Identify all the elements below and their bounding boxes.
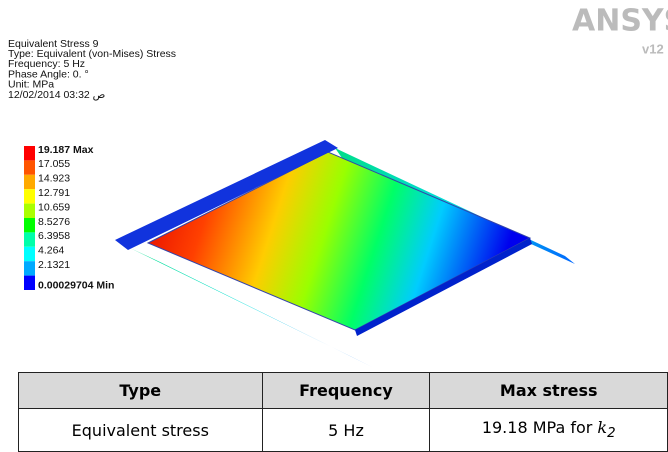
plate xyxy=(148,152,530,330)
legend-label: 0.00029704 Min xyxy=(38,279,114,291)
cell: 19.18 MPa for k2 xyxy=(430,409,668,452)
legend-label: 8.5276 xyxy=(38,216,70,228)
legend-swatch xyxy=(24,204,35,218)
legend-label: 2.1321 xyxy=(38,259,70,271)
screenshot: ANSYS v12 Equivalent Stress 9Type: Equiv… xyxy=(0,0,668,452)
legend-swatch xyxy=(24,189,35,203)
legend-label: 14.923 xyxy=(38,173,70,185)
legend-label: 17.055 xyxy=(38,158,70,170)
logo-brand: ANSYS xyxy=(572,4,668,39)
legend-label: 4.264 xyxy=(38,245,64,257)
info-line: 12/02/2014 03:32 ص xyxy=(8,89,106,101)
header-cell: Max stress xyxy=(430,373,668,409)
header-cell: Type xyxy=(19,373,263,409)
legend-swatch xyxy=(24,175,35,189)
legend-swatch xyxy=(24,160,35,174)
legend-label: 6.3958 xyxy=(38,230,70,242)
legend-swatch xyxy=(24,218,35,232)
legend-swatch xyxy=(24,276,35,290)
variable: k xyxy=(597,418,607,437)
legend-swatch xyxy=(24,146,35,160)
legend-label: 19.187 Max xyxy=(38,144,94,156)
logo-version: v12 xyxy=(642,41,664,56)
cell-text: 19.18 MPa for xyxy=(482,418,593,437)
cell: Equivalent stress xyxy=(19,409,263,452)
cell: 5 Hz xyxy=(262,409,430,452)
legend-swatch xyxy=(24,232,35,246)
legend-swatch xyxy=(24,247,35,261)
header-cell: Frequency xyxy=(262,373,430,409)
legend-swatch xyxy=(24,261,35,275)
legend-label: 10.659 xyxy=(38,201,70,213)
subscript: 2 xyxy=(607,427,615,442)
legend-label: 12.791 xyxy=(38,187,70,199)
